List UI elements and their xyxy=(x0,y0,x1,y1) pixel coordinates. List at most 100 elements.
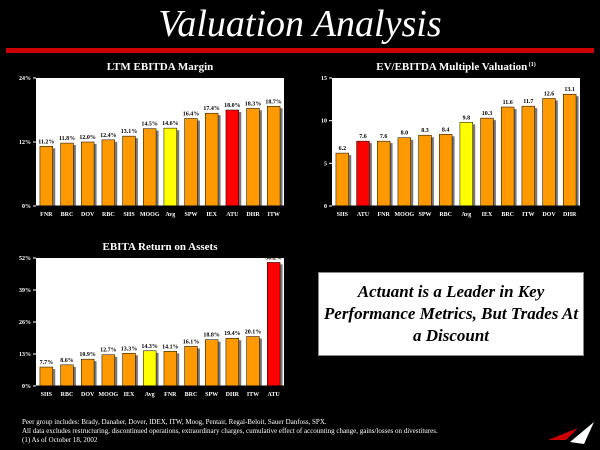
bar-avg xyxy=(143,350,157,387)
data-label: 14.3% xyxy=(141,344,158,350)
data-label: 7.6 xyxy=(380,134,388,140)
y-tick-label: 15 xyxy=(321,76,327,82)
bar-avg xyxy=(163,127,177,207)
data-label: 8.0 xyxy=(401,131,409,137)
bar-atu xyxy=(267,262,281,387)
bar-avg xyxy=(459,122,473,207)
data-label: 14.1% xyxy=(162,344,179,350)
data-label: 11.6 xyxy=(503,100,513,106)
footnotes: Peer group includes: Brady, Danaher, Dov… xyxy=(22,418,542,445)
plot-area xyxy=(36,258,284,386)
data-label: 16.1% xyxy=(183,339,200,345)
category-label: ITW xyxy=(267,212,279,218)
category-label: DHR xyxy=(226,392,240,398)
category-label: DHR xyxy=(246,212,260,218)
y-tick-label: 39% xyxy=(19,288,31,294)
data-label: 6.2 xyxy=(339,146,347,152)
y-tick-label: 0% xyxy=(22,204,31,210)
bar-fnr xyxy=(39,146,53,207)
data-label: 10.3 xyxy=(482,111,493,117)
category-label: RBC xyxy=(61,392,74,398)
data-label: 50.2% xyxy=(265,255,282,261)
data-label: 12.6 xyxy=(544,91,555,97)
category-label: BRC xyxy=(185,392,198,398)
bar-brc xyxy=(501,106,515,207)
category-label: IEX xyxy=(482,212,493,218)
y-tick-label: 13% xyxy=(19,352,31,358)
ev-ebitda-svg: EV/EBITDA Multiple Valuation (1) 0 5 10 15 6.… xyxy=(321,61,580,218)
bar-itw xyxy=(521,105,535,207)
category-label: Avg xyxy=(145,392,155,398)
bar-rbc xyxy=(60,364,74,387)
footnote-exclusions: All data excludes restructuring, discont… xyxy=(22,427,438,435)
bar-moog xyxy=(397,137,411,207)
data-label: 12.4% xyxy=(100,133,117,139)
chart-title-footnote-marker: (1) xyxy=(527,61,536,68)
title-underline xyxy=(6,48,594,53)
y-tick-label: 0% xyxy=(22,384,31,390)
bar-atu xyxy=(225,109,239,207)
data-label: 20.1% xyxy=(245,330,262,336)
bar-fnr xyxy=(377,140,391,207)
callout-text: Actuant is a Leader in Key Performance M… xyxy=(323,282,579,345)
bar-dov xyxy=(542,98,556,207)
category-label: DOV xyxy=(81,212,95,218)
data-label: 13.3% xyxy=(121,346,138,352)
footnote-date: (1) As of October 18, 2002 xyxy=(22,436,98,444)
plot-area xyxy=(36,78,284,206)
category-label: SPW xyxy=(184,212,197,218)
callout-box: Actuant is a Leader in Key Performance M… xyxy=(318,272,584,356)
bar-spw xyxy=(184,118,198,207)
category-label: IEX xyxy=(206,212,217,218)
data-label: 17.4% xyxy=(203,106,220,112)
bar-fnr xyxy=(163,351,177,387)
category-label: FNR xyxy=(164,392,177,398)
bar-brc xyxy=(60,142,74,207)
y-tick-label: 0 xyxy=(324,204,327,210)
data-label: 8.3 xyxy=(421,128,429,134)
data-label: 12.0% xyxy=(79,135,96,141)
y-tick-label: 26% xyxy=(19,320,31,326)
bar-brc xyxy=(184,346,198,387)
bar-dhr xyxy=(563,93,577,207)
data-label: 10.9% xyxy=(79,352,96,358)
category-label: SHS xyxy=(123,212,135,218)
data-label: 16.4% xyxy=(183,112,200,118)
slide-title: Valuation Analysis xyxy=(158,3,442,45)
actuant-logo xyxy=(548,422,594,444)
bar-spw xyxy=(418,134,432,207)
bar-shs xyxy=(335,152,349,207)
category-label: ATU xyxy=(357,212,370,218)
category-label: Avg xyxy=(165,212,175,218)
data-label: 13.1% xyxy=(121,129,138,135)
data-label: 18.8% xyxy=(203,333,220,339)
category-label: SHS xyxy=(41,392,53,398)
data-label: 7.7% xyxy=(40,360,54,366)
y-tick-label: 24% xyxy=(19,76,31,82)
category-label: BRC xyxy=(501,212,514,218)
y-tick-label: 5 xyxy=(324,161,327,167)
bar-shs xyxy=(39,366,53,387)
bar-rbc xyxy=(101,139,115,207)
bar-itw xyxy=(246,336,260,387)
data-label: 7.6 xyxy=(359,134,367,140)
bar-dhr xyxy=(225,337,239,387)
category-label: Avg xyxy=(461,212,471,218)
bar-shs xyxy=(122,135,136,207)
category-label: ATU xyxy=(226,212,239,218)
category-label: SHS xyxy=(337,212,349,218)
logo-white-wedge xyxy=(570,422,594,444)
data-label: 14.6% xyxy=(162,121,179,127)
ebitda-margin-chart: LTM EBITDA Margin 0% 12% 24% 11.2% FNR 11.8% BR… xyxy=(4,56,296,226)
category-label: ATU xyxy=(268,392,281,398)
data-label: 13.1 xyxy=(564,87,575,93)
data-label: 11.8% xyxy=(59,136,75,142)
category-label: MOOG xyxy=(140,212,160,218)
category-label: IEX xyxy=(124,392,135,398)
data-label: 19.4% xyxy=(224,331,241,337)
bar-dov xyxy=(81,358,95,387)
category-label: FNR xyxy=(40,212,53,218)
y-tick-label: 10 xyxy=(321,119,327,125)
bar-moog xyxy=(101,354,115,387)
category-label: ITW xyxy=(247,392,259,398)
